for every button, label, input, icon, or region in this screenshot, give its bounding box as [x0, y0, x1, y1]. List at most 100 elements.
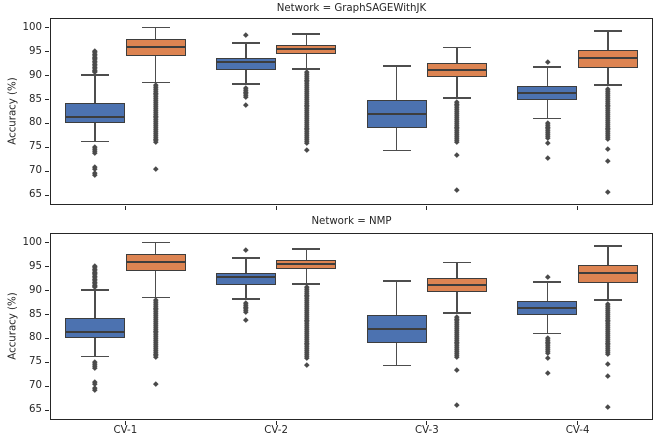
y-tick-label: 95: [29, 45, 42, 57]
whisker-cap-upper: [292, 248, 321, 250]
y-tick-mark: [45, 99, 49, 100]
outlier-point: [454, 367, 460, 373]
median-line: [65, 330, 126, 333]
whisker-cap-upper: [81, 74, 110, 76]
y-tick-label: 65: [29, 189, 42, 201]
x-tick-label: CV-3: [415, 425, 439, 436]
box-CV-1-blue: [65, 103, 126, 124]
median-line: [125, 261, 186, 264]
y-tick-mark: [45, 361, 49, 363]
y-tick-mark: [45, 290, 49, 292]
whisker-cap-upper: [292, 33, 321, 35]
x-tick-label: CV-1: [113, 425, 138, 436]
whisker-cap-upper: [382, 65, 411, 67]
x-tick-mark: [124, 206, 126, 210]
x-tick-mark: [426, 206, 428, 210]
box-CV-2-blue: [215, 272, 276, 285]
y-tick-mark: [45, 194, 49, 196]
axes-graphsagewithjk: 65 70 75 80 85 90 95 100: [23, 18, 653, 210]
whisker-cap-lower: [382, 149, 411, 152]
y-tick-label: 85: [29, 93, 42, 105]
outlier-point: [544, 355, 550, 361]
median-line: [577, 272, 638, 275]
whisker-cap-lower: [292, 68, 321, 70]
outlier-point: [303, 146, 309, 152]
outlier-point: [605, 146, 611, 152]
x-tick-mark: [124, 421, 126, 425]
y-tick-label: 90: [29, 69, 42, 81]
whisker-cap-lower: [382, 364, 411, 367]
median-line: [276, 47, 337, 50]
outlier-point: [544, 274, 550, 280]
whisker-cap-lower: [231, 298, 260, 300]
outlier-point: [544, 154, 550, 161]
median-line: [366, 112, 427, 115]
y-tick-label: 95: [29, 260, 42, 272]
y-tick-mark: [45, 75, 49, 77]
y-tick-label: 75: [29, 356, 42, 368]
outlier-point: [544, 369, 550, 376]
whisker-cap-upper: [443, 261, 472, 264]
whisker-cap-lower: [593, 299, 622, 301]
x-tick-label: CV-4: [565, 425, 590, 436]
median-line: [427, 68, 488, 71]
box-CV-2-blue: [215, 57, 276, 70]
outlier-point: [153, 139, 159, 145]
y-tick-mark: [45, 314, 49, 315]
y-tick-mark: [45, 170, 49, 172]
y-tick-label: 75: [29, 141, 42, 153]
outlier-point: [454, 187, 460, 193]
outlier-point: [303, 140, 309, 146]
outlier-point: [243, 102, 249, 108]
whisker-cap-upper: [593, 30, 622, 32]
whisker-cap-lower: [81, 140, 110, 143]
x-tick-mark: [426, 421, 428, 425]
y-tick-mark: [45, 146, 49, 148]
median-line: [276, 262, 337, 265]
outlier-point: [243, 247, 249, 253]
y-tick-mark: [45, 122, 49, 124]
outlier-point: [303, 361, 309, 367]
box-CV-1-blue: [65, 318, 126, 339]
y-tick-mark: [45, 51, 49, 53]
whisker-cap-upper: [141, 241, 170, 244]
outlier-point: [243, 309, 249, 315]
whisker-cap-upper: [443, 46, 472, 49]
x-tick-mark: [577, 421, 579, 425]
whisker-cap-upper: [231, 257, 260, 259]
whisker-cap-upper: [533, 66, 562, 68]
outlier-point: [243, 317, 249, 323]
whisker-cap-lower: [443, 97, 472, 99]
outlier-point: [153, 381, 159, 387]
outlier-point: [243, 94, 249, 100]
y-tick-mark: [45, 242, 49, 244]
y-tick-label: 80: [29, 332, 42, 344]
y-tick-mark: [45, 27, 49, 29]
whisker-cap-lower: [292, 283, 321, 285]
median-line: [215, 275, 276, 278]
y-tick-label: 90: [29, 284, 42, 296]
outlier-point: [92, 172, 98, 178]
whisker-cap-upper: [533, 281, 562, 283]
whisker-cap-lower: [81, 355, 110, 358]
y-tick-label: 80: [29, 117, 42, 129]
outlier-point: [454, 152, 460, 158]
outlier-point: [605, 404, 611, 410]
x-tick-mark: [577, 206, 579, 210]
median-line: [125, 46, 186, 49]
outlier-point: [605, 189, 611, 195]
outlier-point: [153, 354, 159, 360]
subplot-title-nmp: Network = NMP: [311, 216, 392, 227]
axes-nmp: 65 70 75 80 85 90 95 100 CV-1 CV-2 CV-3 CV-4: [23, 233, 653, 436]
outlier-point: [92, 387, 98, 393]
whisker-cap-lower: [231, 83, 260, 85]
subplot-title-graphsagewithjk: Network = GraphSAGEWithJK: [276, 3, 427, 14]
median-line: [517, 306, 578, 309]
y-tick-mark: [45, 385, 49, 387]
whisker-cap-upper: [382, 280, 411, 282]
box-CV-2-orange: [276, 44, 337, 55]
whisker-cap-lower: [593, 84, 622, 86]
x-tick-mark: [275, 206, 277, 210]
y-tick-mark: [45, 266, 49, 268]
y-axis-label-bottom: Accuracy (%): [7, 292, 19, 360]
